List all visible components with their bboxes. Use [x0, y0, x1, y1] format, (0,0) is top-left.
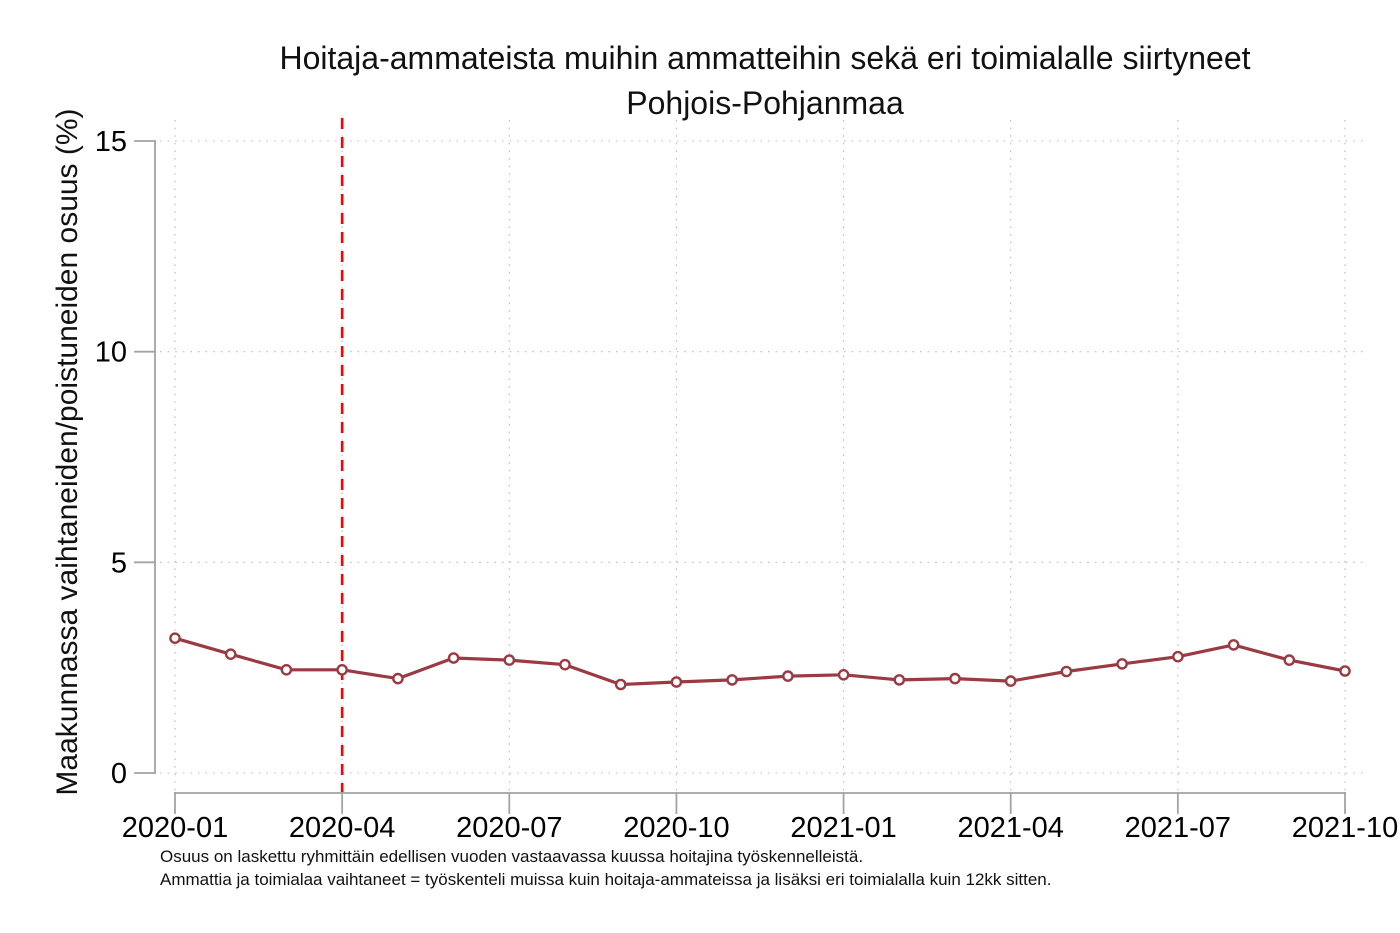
footnote-line1: Osuus on laskettu ryhmittäin edellisen v…	[160, 847, 864, 866]
data-point-marker	[782, 670, 794, 682]
data-point-marker	[949, 672, 961, 685]
data-point-marker	[1339, 665, 1351, 677]
x-tick-label: 2021-04	[957, 812, 1063, 844]
gridlines	[160, 120, 1363, 792]
data-point-marker	[1172, 650, 1184, 663]
data-line	[173, 636, 1347, 687]
y-tick-label: 10	[95, 337, 127, 369]
y-tick-label: 0	[111, 758, 127, 790]
x-tick-label: 2020-10	[623, 812, 729, 844]
data-point-marker	[1060, 665, 1073, 678]
x-tick-label: 2021-10	[1292, 812, 1398, 844]
chart-title-line1: Hoitaja-ammateista muihin ammatteihin se…	[279, 40, 1251, 76]
x-tick-label: 2021-07	[1125, 812, 1231, 844]
data-point-marker	[224, 648, 237, 661]
y-tick-label: 15	[95, 126, 127, 158]
data-point-marker	[559, 658, 571, 671]
data-point-marker	[503, 654, 516, 666]
chart-title-line2: Pohjois-Pohjanmaa	[626, 85, 904, 121]
data-point-marker	[837, 669, 850, 681]
x-tick-label: 2021-01	[790, 812, 896, 844]
data-point-marker	[1227, 639, 1240, 651]
data-point-marker	[336, 664, 348, 676]
x-tick-label: 2020-04	[289, 812, 395, 844]
axes	[134, 140, 1346, 814]
data-point-marker	[893, 674, 906, 686]
data-point-marker	[726, 674, 738, 686]
data-point-marker	[670, 676, 683, 688]
chart-title: Hoitaja-ammateista muihin ammatteihin se…	[155, 36, 1375, 126]
footnote-block: Osuus on laskettu ryhmittäin edellisen v…	[160, 846, 1051, 891]
data-point-marker	[392, 672, 404, 685]
data-point-marker	[280, 664, 293, 676]
data-point-marker	[1116, 658, 1128, 670]
footnote-line2: Ammattia ja toimialaa vaihtaneet = työsk…	[160, 869, 1052, 889]
data-point-marker	[169, 632, 181, 645]
x-tick-label: 2020-01	[122, 812, 228, 844]
y-tick-label: 5	[111, 547, 127, 579]
x-tick-label: 2020-07	[456, 812, 562, 844]
data-point-marker	[614, 678, 627, 691]
data-point-marker	[447, 652, 460, 664]
data-markers	[169, 632, 1351, 691]
data-point-marker	[1283, 654, 1296, 666]
data-point-marker	[1004, 675, 1017, 687]
